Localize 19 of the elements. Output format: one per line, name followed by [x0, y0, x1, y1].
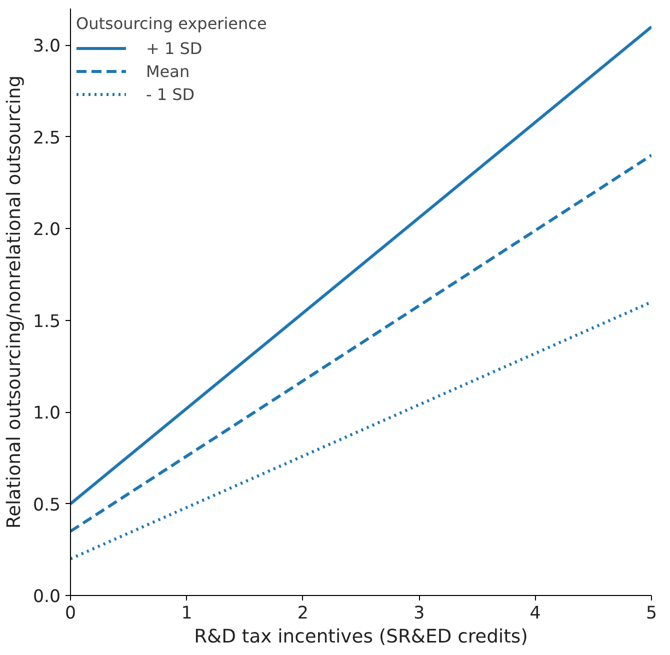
y-tick-label: 0.0 [32, 587, 61, 607]
legend-label: Mean [146, 62, 190, 80]
x-axis-title: R&D tax incentives (SR&ED credits) [194, 626, 528, 648]
legend-title: Outsourcing experience [76, 14, 267, 33]
x-tick-label: 3 [414, 604, 425, 624]
y-tick-label: 1.0 [32, 404, 61, 424]
y-axis-title: Relational outsourcing/nonrelational outsourcing [4, 75, 25, 529]
x-tick-label: 5 [646, 604, 658, 624]
legend-label: - 1 SD [146, 84, 195, 104]
y-tick-label: 0.5 [32, 495, 61, 516]
x-tick-label: 1 [181, 604, 192, 624]
y-tick-label: 3.0 [32, 36, 61, 57]
y-tick-label: 1.5 [32, 312, 61, 332]
x-tick-label: 4 [530, 604, 541, 624]
legend-label: + 1 SD [146, 38, 202, 58]
y-tick-label: 2.5 [32, 128, 61, 148]
x-tick-label: 0 [64, 604, 76, 624]
y-tick-label: 2.0 [32, 220, 61, 240]
x-tick-label: 2 [297, 604, 308, 624]
